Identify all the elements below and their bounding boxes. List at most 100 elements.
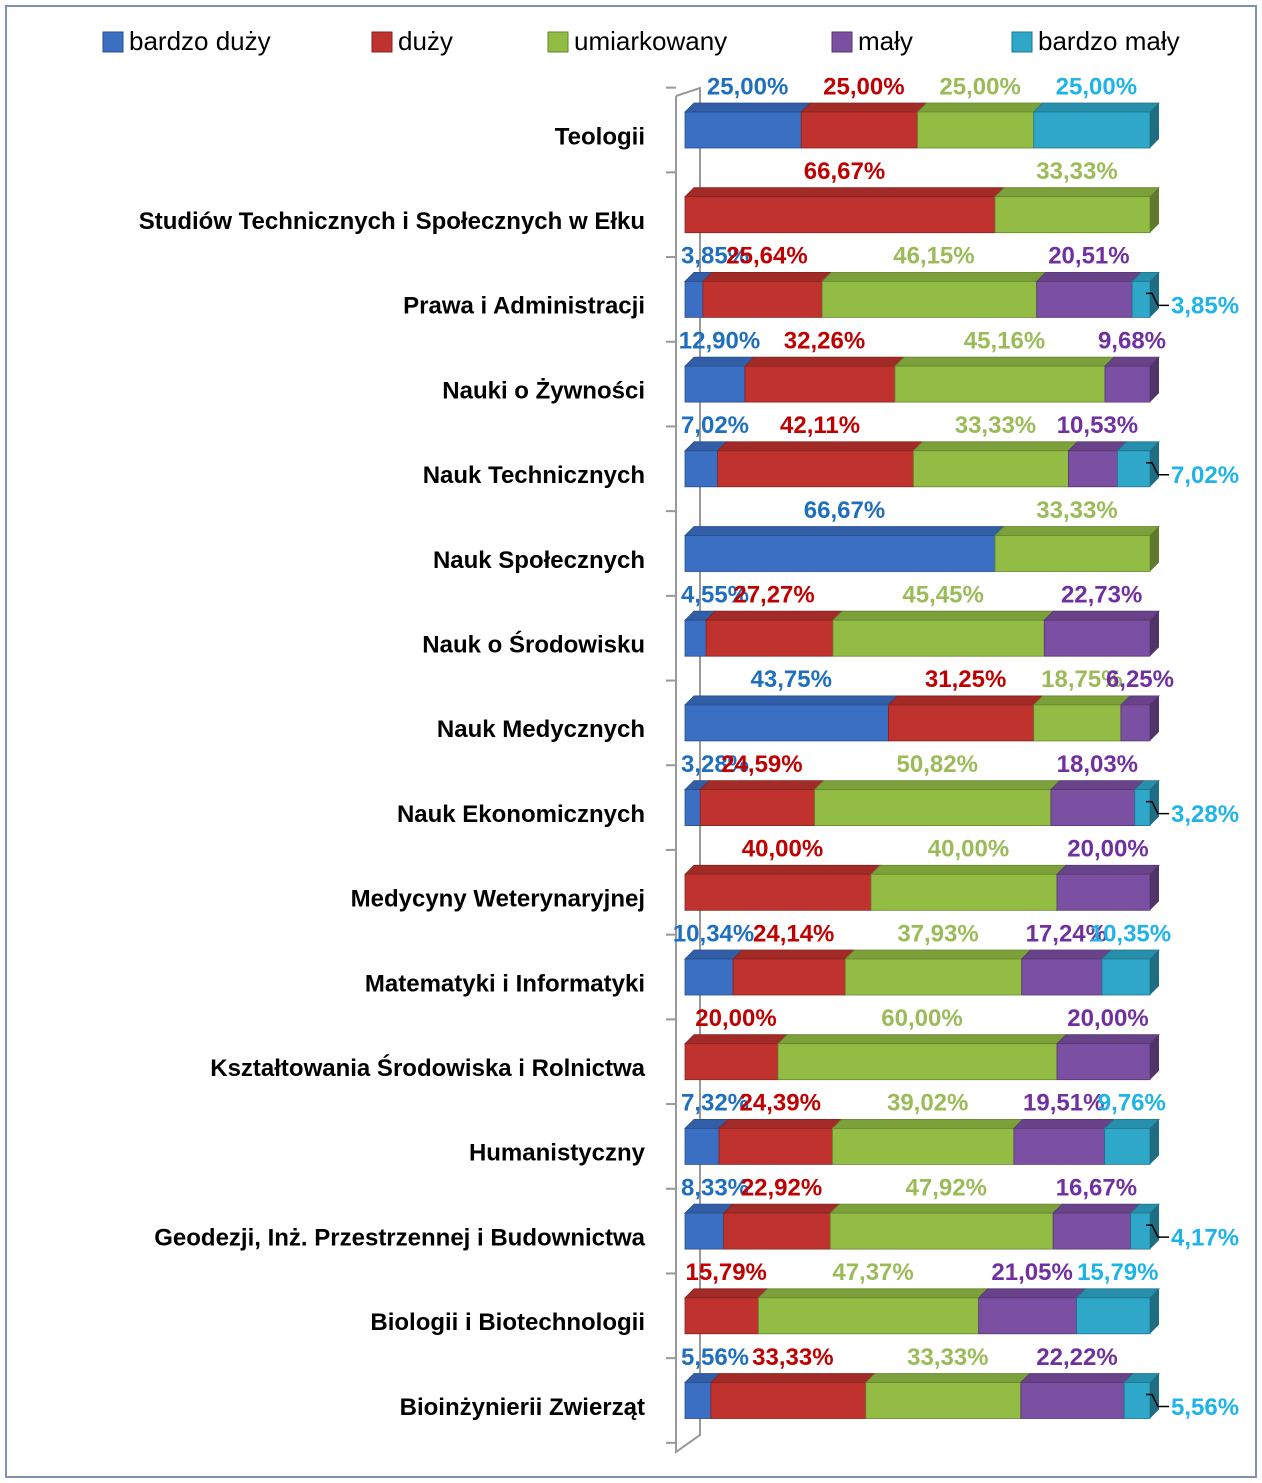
bar-top <box>1035 271 1143 282</box>
bar-side <box>1150 950 1159 995</box>
bar-top <box>977 1288 1087 1299</box>
bar-front <box>684 196 996 234</box>
bar-segment <box>800 102 928 149</box>
value-label: 20,00% <box>1067 836 1148 863</box>
bar-side <box>1150 865 1159 911</box>
bar-top <box>699 780 825 790</box>
bar-front <box>1104 1128 1151 1165</box>
bar-front <box>1056 1043 1151 1081</box>
bar-top <box>1075 1288 1160 1299</box>
value-label: 24,39% <box>740 1090 821 1117</box>
bar-segment <box>870 864 1067 911</box>
value-label: 25,00% <box>707 73 788 100</box>
bar-front <box>978 1297 1077 1335</box>
bar-top <box>1032 695 1131 706</box>
bar-segment <box>757 1288 989 1335</box>
value-label: 5,56% <box>681 1344 749 1371</box>
bar-segment <box>1103 1119 1160 1165</box>
bar-front <box>1043 619 1151 657</box>
bar-top <box>716 441 924 452</box>
bar-side <box>1150 272 1159 318</box>
bar-front <box>994 535 1151 572</box>
bar-front <box>1120 704 1151 742</box>
bar-top <box>916 102 1044 113</box>
bar-top <box>757 1288 989 1299</box>
bar-top <box>813 780 1061 790</box>
bar-segment <box>1131 271 1160 318</box>
leader-line <box>1146 1393 1169 1408</box>
leader-line <box>1146 462 1170 476</box>
bar-segment <box>1019 1373 1135 1419</box>
bar-segment <box>844 949 1032 996</box>
bar-segment <box>701 271 833 318</box>
bar-top <box>800 102 928 113</box>
bar-segment <box>1032 102 1160 149</box>
bar-segment <box>1032 695 1131 742</box>
bar-segment <box>829 1203 1064 1250</box>
bar-segment <box>684 187 1005 234</box>
category-label: Nauk o Środowisku <box>422 631 645 659</box>
category-label: Kształtowania Środowiska i Rolnictwa <box>210 1054 645 1082</box>
value-label: 31,25% <box>925 666 1006 693</box>
bar-front <box>710 1382 867 1419</box>
bar-side <box>1150 780 1159 826</box>
value-label: 18,03% <box>1057 751 1138 778</box>
value-label: 40,00% <box>928 836 1009 863</box>
value-label: 25,00% <box>1056 73 1137 100</box>
value-label: 6,25% <box>1106 666 1174 693</box>
bar-top <box>705 610 843 621</box>
legend-swatch <box>1011 31 1033 53</box>
bar-top <box>684 864 881 875</box>
bar-top <box>831 610 1055 621</box>
value-label: 46,15% <box>893 243 974 270</box>
value-label: 42,11% <box>780 412 860 439</box>
bar-segment <box>684 102 812 149</box>
category-label: Biologii i Biotechnologii <box>370 1309 645 1336</box>
value-label: 9,76% <box>1098 1090 1166 1117</box>
bar-top <box>994 526 1160 536</box>
bar-front <box>913 450 1069 488</box>
bar-front <box>894 365 1106 403</box>
bar-top <box>709 1373 876 1383</box>
bar-front <box>684 365 746 403</box>
value-label: 3,28% <box>1171 801 1239 828</box>
bar-side <box>1150 1288 1159 1334</box>
bar-segment <box>684 1034 788 1081</box>
bar-top <box>829 1203 1064 1214</box>
value-label: 8,33% <box>681 1174 749 1201</box>
value-label: 20,51% <box>1048 243 1129 270</box>
bar-side <box>1150 1373 1159 1419</box>
bar-segment <box>912 441 1079 488</box>
bar-segment <box>684 356 755 403</box>
bar-top <box>744 356 905 367</box>
value-label: 16,67% <box>1056 1174 1137 1201</box>
bar-segment <box>831 610 1055 657</box>
bar-segment <box>813 780 1061 826</box>
bar-segment <box>1043 610 1160 657</box>
value-label: 4,17% <box>1171 1224 1239 1251</box>
bar-front <box>1020 1382 1125 1419</box>
value-label: 47,37% <box>832 1259 913 1286</box>
bar-top <box>684 1034 788 1045</box>
axis-wall <box>675 86 701 1454</box>
bar-side <box>1150 1119 1159 1165</box>
bar-segment <box>1012 1119 1115 1165</box>
bar-front <box>1056 873 1151 911</box>
category-label: Nauk Ekonomicznych <box>397 801 645 828</box>
value-label: 40,00% <box>742 836 823 863</box>
bar-segment <box>1049 780 1145 826</box>
value-label: 25,00% <box>939 73 1020 100</box>
bar-top <box>1103 1119 1160 1129</box>
bar-side <box>1150 1204 1160 1250</box>
bar-side <box>1150 441 1160 487</box>
bar-segment <box>1104 356 1160 403</box>
bar-segment <box>1056 1034 1160 1081</box>
bar-front <box>702 280 823 318</box>
legend-swatch <box>547 31 569 53</box>
bar-top <box>1104 356 1160 367</box>
category-label: Studiów Technicznych i Społecznych w Ełk… <box>139 208 645 235</box>
bar-segment <box>684 864 881 911</box>
value-label: 7,02% <box>681 412 749 439</box>
category-label: Nauki o Żywności <box>442 377 645 404</box>
bar-segment <box>722 1203 841 1250</box>
